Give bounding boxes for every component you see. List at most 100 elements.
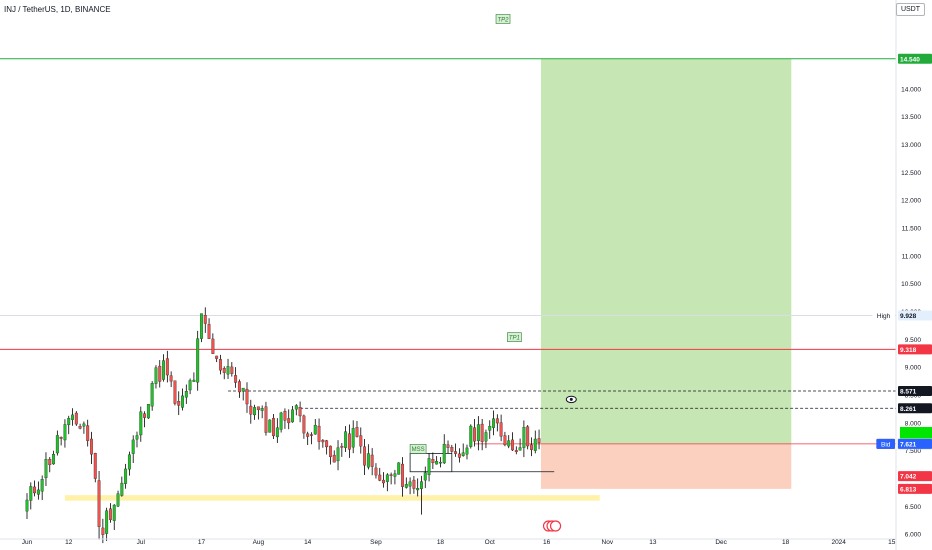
price-label: 6.813 [900,486,917,493]
bear-candle-body [203,315,207,324]
candle [328,445,332,465]
eye-pupil-icon [569,397,573,401]
candle [218,354,222,375]
bear-candle-body [340,445,344,448]
candle [416,478,420,497]
candle [245,382,249,413]
x-tick-label: 2024 [831,539,846,546]
bull-candle-body [385,474,389,482]
candle [48,457,52,473]
candle [332,450,336,463]
y-tick-label: 7.500 [905,448,922,455]
bear-candle-body [530,444,533,450]
y-tick-label: 6.500 [905,504,922,511]
tp1-annotation-box [507,332,522,342]
candle [431,452,435,469]
y-tick-label: 12.000 [901,198,921,205]
bear-candle-body [211,338,215,354]
candle [241,387,245,401]
candle [401,457,404,497]
bull-candle-body [533,438,537,451]
candle [55,430,59,456]
bull-candle-body [146,403,150,419]
candle [283,408,287,429]
candle [181,388,184,411]
currency-button[interactable]: USDT [895,3,925,16]
bear-candle-body [401,463,404,487]
bull-candle-body [63,424,67,441]
bull-candle-body [488,425,492,431]
bear-candle-body [355,427,359,437]
candle [484,429,488,449]
bear-candle-body [177,401,181,406]
bull-candle-body [442,443,446,464]
bear-candle-body [245,388,249,405]
bear-candle-body [378,474,382,481]
bull-candle-body [25,499,29,512]
price-label: 7.621 [900,441,917,448]
candle [90,431,93,464]
price-label-box [898,310,932,321]
bear-candle-body [158,365,162,382]
candle [442,434,446,464]
candle [382,472,385,488]
candle [25,493,29,520]
bull-candle-body [438,461,442,464]
candle [124,463,128,489]
y-tick-label: 13.500 [901,114,921,121]
candle [450,444,454,453]
candle [469,424,473,449]
bear-candle-body [302,415,306,434]
x-tick-label: Jun [22,539,33,546]
y-tick-label: 9.000 [905,365,922,372]
event-marker-icon[interactable] [549,520,562,532]
bull-candle-body [127,454,131,470]
bear-candle-body [237,381,241,393]
candle [264,401,268,436]
bull-candle-body [226,366,230,375]
price-label: 9.928 [900,313,917,320]
candle [423,466,427,489]
bear-candle-body [283,411,287,421]
candle [169,371,173,388]
bull-candle-body [492,418,495,428]
bull-candle-body [241,387,245,392]
bull-candle-body [135,435,139,440]
candle [279,411,283,433]
bear-candle-body [169,375,173,382]
bull-candle-body [469,425,473,447]
bear-candle-body [317,425,321,442]
candle [165,350,169,383]
x-tick-label: 14 [304,539,312,546]
candle [374,463,378,479]
candle [105,507,109,541]
bear-candle-body [457,453,461,458]
bull-candle-body [423,472,427,481]
candle [184,384,188,404]
candle [492,410,495,436]
bear-candle-body [287,418,291,424]
price-tag-label: Bid [881,441,891,448]
bear-candle-body [514,450,518,453]
candle [44,452,48,486]
candle [480,418,484,451]
price-label-box [898,344,932,355]
price-tag-box [876,438,895,449]
bull-candle-body [196,338,200,383]
bear-candle-body [207,324,211,339]
candle [78,423,82,430]
candle [131,435,135,464]
candle [52,450,56,465]
bear-candle-body [101,527,105,535]
candle [249,399,253,424]
candle [370,448,374,476]
candle [310,432,313,445]
bear-candle-body [78,426,82,429]
candle [408,477,412,495]
bear-candle-body [173,380,177,404]
price-label-box [898,53,932,64]
bear-candle-body [143,413,147,418]
candle [473,419,477,447]
bull-candle-body [366,453,370,468]
